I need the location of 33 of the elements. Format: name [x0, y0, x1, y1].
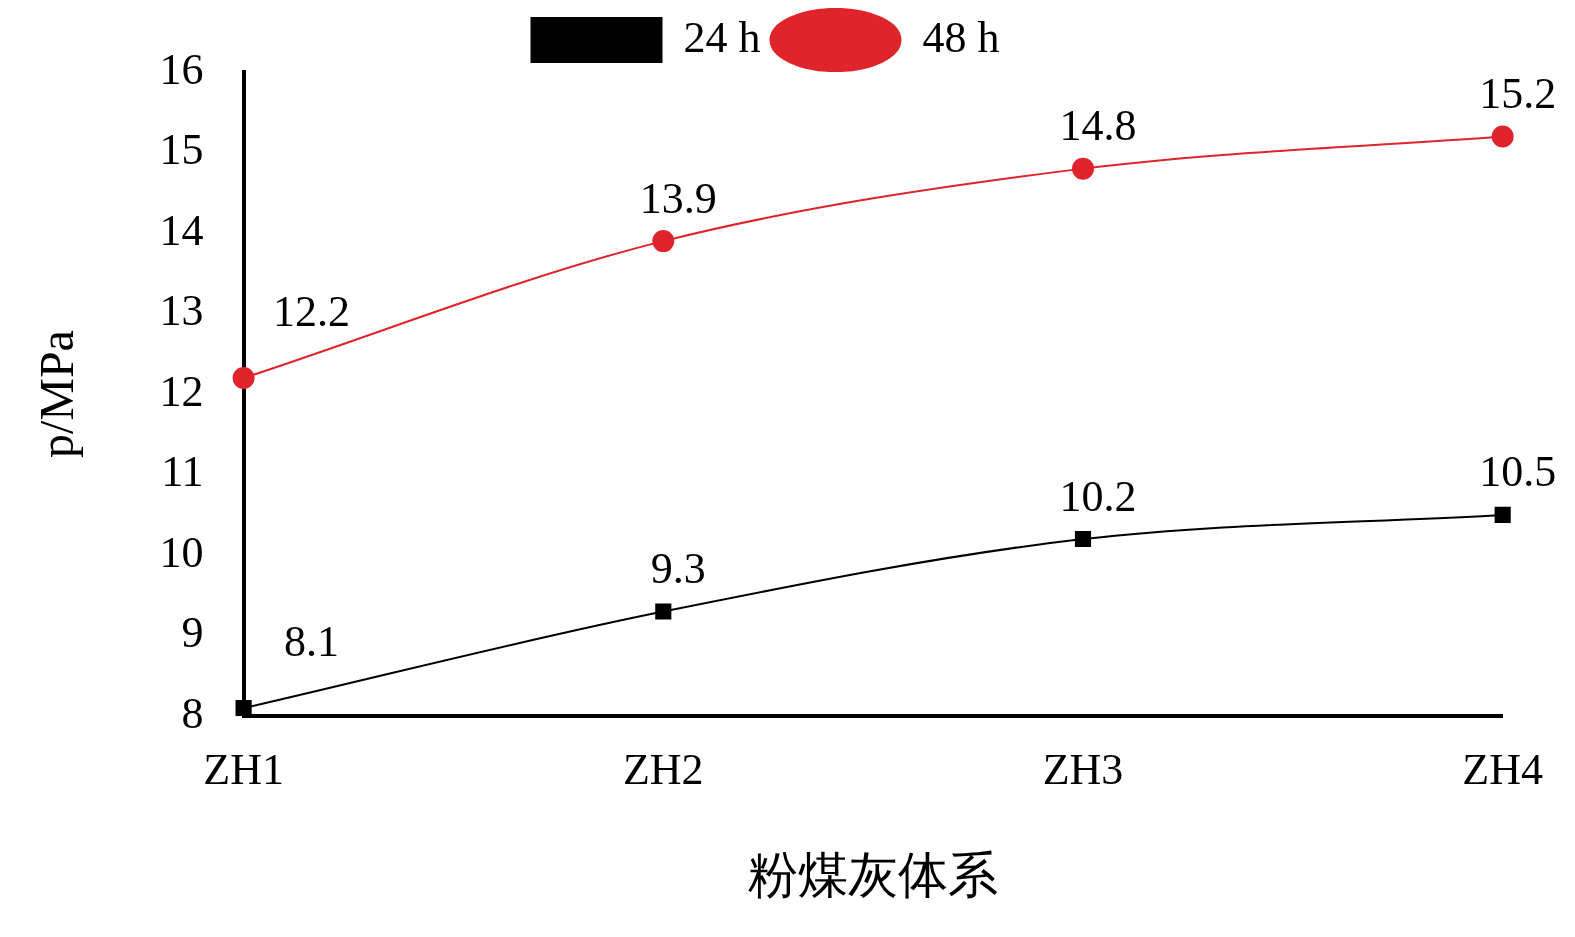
y-tick-label: 14	[159, 205, 204, 255]
y-tick-label: 9	[181, 608, 204, 658]
data-label: 15.2	[1479, 68, 1557, 118]
legend-label: 24 h	[683, 12, 761, 62]
point	[232, 367, 255, 389]
x-axis-title: 粉煤灰体系	[748, 847, 999, 904]
data-label: 12.2	[273, 286, 351, 336]
y-tick-label: 15	[159, 125, 204, 175]
legend-label: 48 h	[922, 12, 1000, 62]
y-tick-label: 10	[159, 527, 204, 577]
x-tick-label: ZH4	[1462, 745, 1543, 795]
point	[1491, 125, 1514, 148]
y-tick-label: 11	[161, 447, 204, 497]
x-tick-label: ZH3	[1042, 745, 1124, 795]
x-tick-label: ZH2	[622, 745, 704, 795]
point	[1494, 506, 1511, 523]
data-label: 13.9	[639, 173, 717, 223]
data-label: 10.5	[1479, 447, 1557, 497]
point	[652, 230, 675, 253]
y-tick-label: 16	[159, 44, 204, 94]
point	[235, 700, 252, 717]
y-tick-label: 12	[159, 366, 204, 416]
data-label: 10.2	[1059, 471, 1137, 521]
data-label: 8.1	[284, 616, 340, 666]
data-label: 9.3	[650, 544, 706, 594]
point	[655, 603, 672, 620]
point	[1071, 157, 1094, 180]
y-tick-label: 13	[159, 286, 204, 336]
data-label: 14.8	[1059, 101, 1137, 151]
point	[1074, 530, 1092, 548]
x-tick-label: ZH1	[203, 745, 284, 795]
y-tick-label: 8	[181, 688, 204, 738]
y-axis-title: p/MPa	[30, 330, 84, 459]
